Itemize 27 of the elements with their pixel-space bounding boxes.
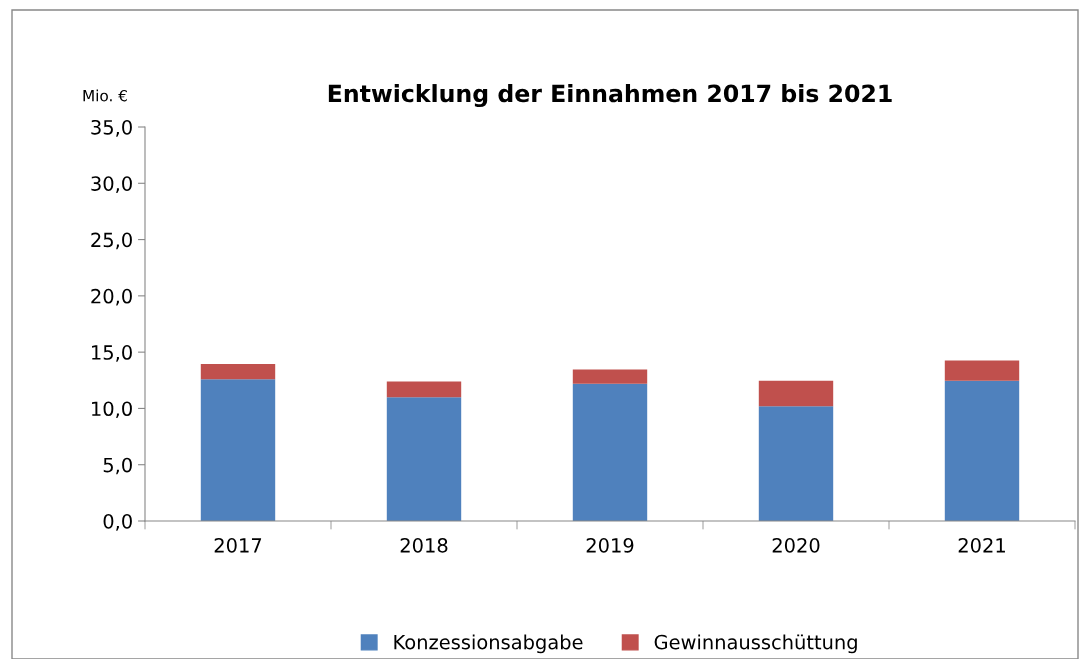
x-tick-label: 2017 [214,538,262,553]
y-tick-label: 15,0 [92,345,132,362]
x-tick-label: 2021 [958,538,1005,553]
x-tick-label: 2019 [586,538,634,553]
x-tick-label: 2018 [400,538,448,553]
bar [200,379,276,521]
y-tick-label: 25,0 [91,232,132,250]
y-tick-label: 0,0 [103,513,132,531]
bar [386,381,462,398]
bar [200,363,276,380]
bar [572,369,648,384]
bar [944,380,1020,521]
bar [758,380,834,407]
y-tick-label: 10,0 [92,401,132,419]
y-tick-label: 30,0 [91,176,132,193]
legend-label: Konzessionsabgabe [394,634,583,654]
y-axis-title: Mio. € [83,89,127,102]
bar [386,397,462,521]
y-tick-label: 5,0 [103,457,132,475]
bar [944,360,1020,381]
x-tick-label: 2020 [772,538,820,553]
y-tick-label: 35,0 [91,119,132,137]
bar [758,406,834,521]
chart-title: Entwicklung der Einnahmen 2017 bis 2021 [328,84,892,108]
bar [572,383,648,521]
y-tick-label: 20,0 [91,288,132,306]
legend-label: Gewinnausschüttung [654,634,857,654]
